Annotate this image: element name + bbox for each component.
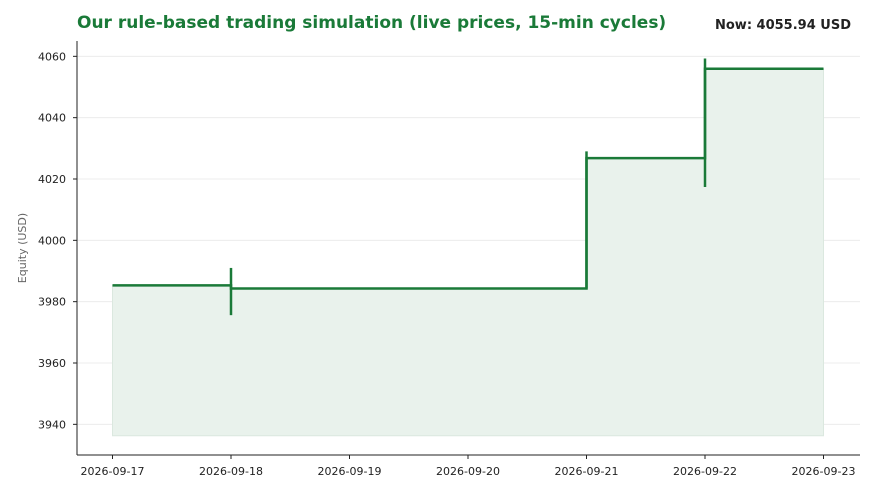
- y-tick-label: 4000: [38, 234, 66, 247]
- y-tick-label: 4020: [38, 173, 66, 186]
- equity-area: [112, 68, 824, 437]
- equity-fill: [112, 68, 824, 437]
- equity-series: [112, 58, 824, 316]
- y-tick-label: 4060: [38, 50, 66, 63]
- current-equity-label: Now: 4055.94 USD: [715, 18, 851, 33]
- x-tick-label: 2026-09-22: [673, 465, 737, 478]
- x-tick-label: 2026-09-19: [318, 465, 382, 478]
- y-tick-label: 3960: [38, 357, 66, 370]
- y-tick-label: 4040: [38, 112, 66, 125]
- x-tick-label: 2026-09-20: [436, 465, 500, 478]
- x-tick-label: 2026-09-23: [792, 465, 856, 478]
- y-axis-title: Equity (USD): [16, 213, 29, 283]
- y-axis-ticks: 3940 3960 3980 4000 4020 4040 4060: [38, 50, 77, 431]
- y-tick-label: 3980: [38, 296, 66, 309]
- x-tick-label: 2026-09-21: [555, 465, 619, 478]
- y-tick-label: 3940: [38, 418, 66, 431]
- x-tick-label: 2026-09-17: [81, 465, 145, 478]
- x-tick-label: 2026-09-18: [199, 465, 263, 478]
- x-axis-ticks: 2026-09-17 2026-09-18 2026-09-19 2026-09-20…: [81, 455, 856, 478]
- chart-title: Our rule-based trading simulation (live …: [77, 13, 667, 33]
